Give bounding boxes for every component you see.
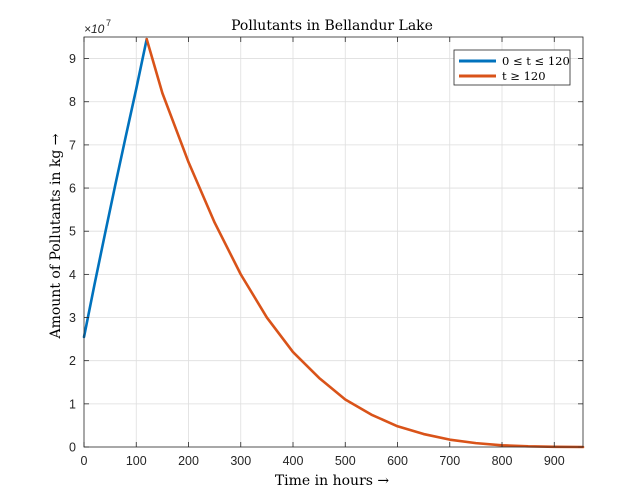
- legend-label-series-1: 0 ≤ t ≤ 120: [502, 54, 570, 68]
- y-tick-label: 4: [69, 268, 76, 282]
- y-tick-label: 9: [69, 52, 76, 66]
- x-tick-label: 500: [335, 454, 356, 468]
- x-tick-label: 600: [387, 454, 408, 468]
- series-layer: [82, 37, 585, 449]
- legend-box: [453, 49, 571, 86]
- x-tick-label: 300: [230, 454, 251, 468]
- y-exponent-power: 7: [106, 18, 111, 28]
- y-tick-label: 1: [69, 397, 76, 411]
- x-tick-label: 800: [492, 454, 513, 468]
- legend: 0 ≤ t ≤ 120 t ≥ 120: [453, 49, 571, 86]
- tick-labels: 0 100 200 300 400 500 600 700 800 900 0 1 2 3 4 5 6 7 8 9: [69, 52, 565, 468]
- plot-area: [84, 37, 583, 447]
- y-tick-label: 2: [69, 354, 76, 368]
- y-tick-label: 5: [69, 225, 76, 239]
- ticks: [83, 37, 583, 448]
- x-tick-label: 900: [544, 454, 565, 468]
- x-axis-label: Time in hours →: [275, 473, 390, 489]
- series-line-1: [82, 37, 148, 339]
- x-tick-label: 100: [126, 454, 147, 468]
- chart-title: Pollutants in Bellandur Lake: [231, 18, 433, 34]
- y-exponent: ×10 7: [84, 18, 111, 36]
- y-exponent-base: ×10: [84, 22, 105, 36]
- y-tick-label: 7: [69, 138, 76, 152]
- series-line-2: [145, 37, 585, 449]
- x-tick-label: 0: [81, 454, 88, 468]
- x-tick-label: 400: [283, 454, 304, 468]
- grid: [84, 37, 583, 447]
- y-tick-label: 3: [69, 311, 76, 325]
- x-tick-label: 700: [439, 454, 460, 468]
- x-tick-label: 200: [178, 454, 199, 468]
- y-axis-label: Amount of Pollutants in kg →: [48, 133, 64, 339]
- y-tick-label: 6: [69, 182, 76, 196]
- y-tick-label: 0: [69, 441, 76, 455]
- legend-label-series-2: t ≥ 120: [502, 69, 546, 83]
- y-tick-label: 8: [69, 95, 76, 109]
- axes-box: [83, 36, 584, 448]
